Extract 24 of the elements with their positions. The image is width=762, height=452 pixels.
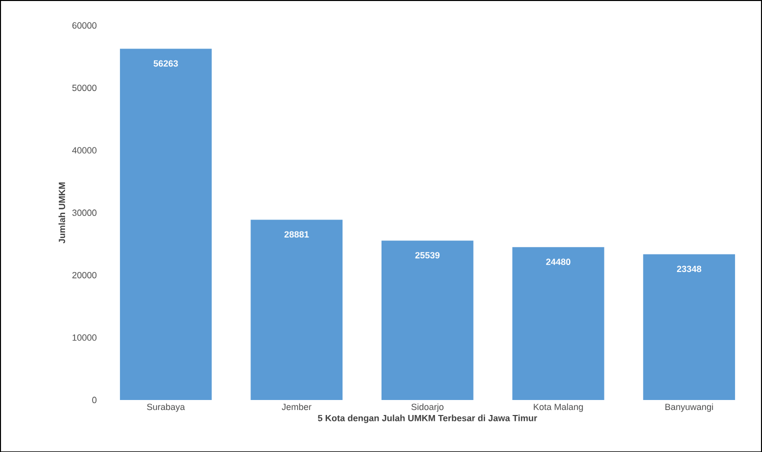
data-label: 25539 — [415, 252, 440, 258]
y-tick-label: 10000 — [72, 334, 96, 341]
x-axis-title: 5 Kota dengan Julah UMKM Terbesar di Jawa Timur — [318, 414, 538, 423]
x-tick-label: Surabaya — [147, 403, 185, 412]
y-tick-label: 40000 — [72, 146, 96, 154]
bar — [120, 48, 212, 400]
data-label: 23348 — [676, 266, 702, 272]
bar — [512, 246, 604, 400]
bar — [250, 220, 343, 400]
y-tick-label: 60000 — [72, 22, 96, 28]
x-tick-label: Banyuwangi — [665, 403, 713, 412]
bar — [643, 254, 736, 400]
y-tick-label: 20000 — [72, 272, 96, 278]
bar — [382, 240, 474, 400]
y-tick-label: 30000 — [72, 209, 96, 216]
x-tick-label: Jember — [282, 403, 312, 410]
data-label: 24480 — [546, 258, 570, 265]
y-tick-label: 50000 — [72, 84, 96, 91]
x-tick-label: Kota Malang — [534, 403, 583, 412]
y-tick-label: 0 — [92, 396, 97, 403]
x-tick-label: Sidoarjo — [411, 403, 444, 412]
data-label: 28881 — [284, 231, 309, 238]
data-label: 56263 — [154, 60, 178, 66]
y-axis-title: Jumlah UMKM — [58, 182, 66, 244]
